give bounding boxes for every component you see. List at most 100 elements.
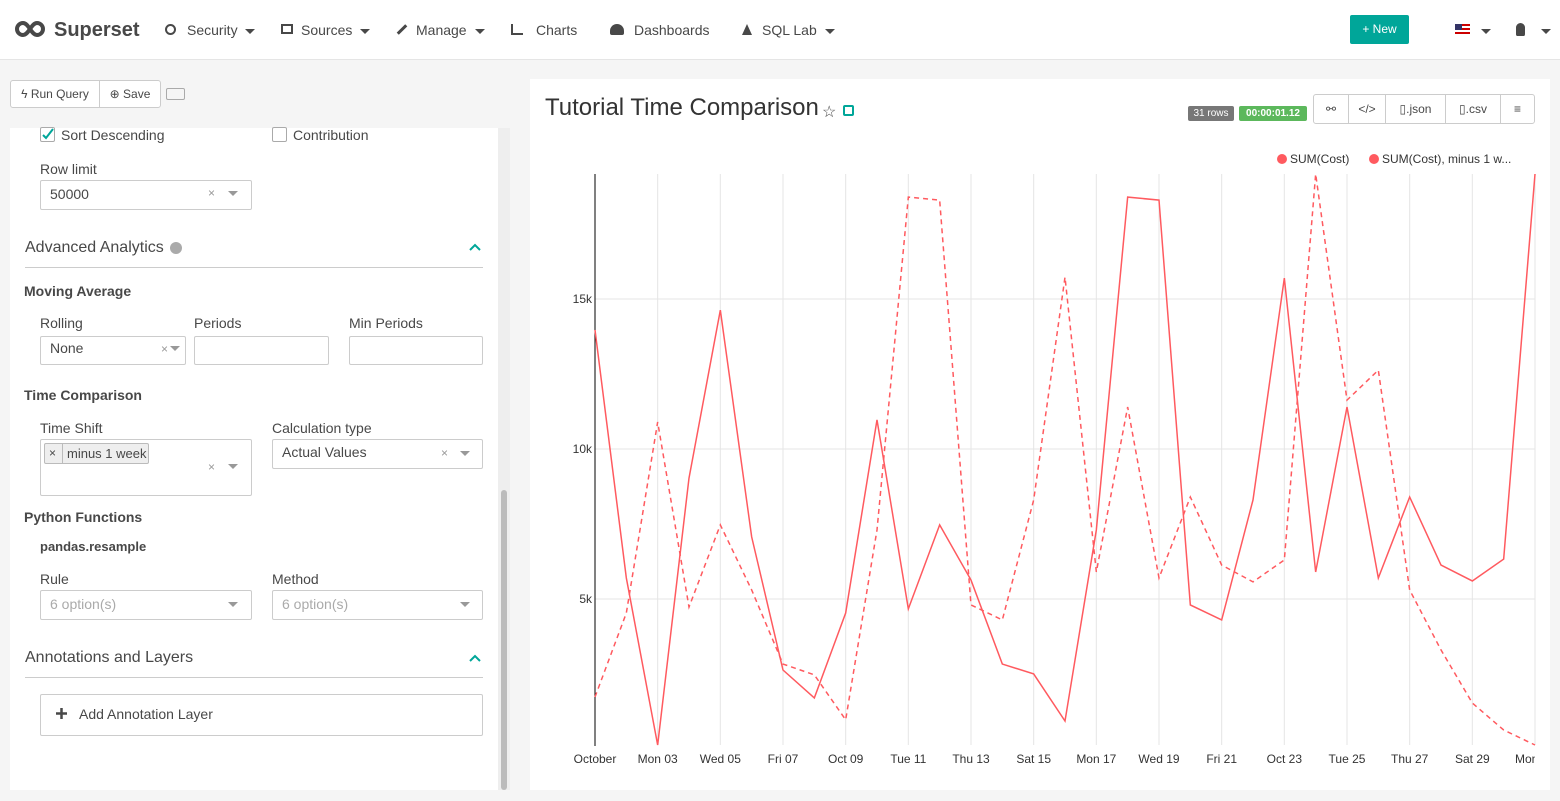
nav-item[interactable]: Sources (301, 22, 353, 38)
select[interactable] (40, 590, 252, 620)
x-tick-label: Mon 03 (638, 752, 678, 766)
plus-icon (56, 708, 67, 719)
embed-button[interactable]: </> (1348, 94, 1386, 124)
x-tick-label: Oct 09 (828, 752, 864, 766)
section-title[interactable]: Annotations and Layers (25, 649, 194, 666)
section-title[interactable]: Advanced Analytics (25, 239, 164, 256)
input[interactable] (194, 336, 329, 365)
select-value: Actual Values (282, 444, 367, 460)
legend-marker (1369, 154, 1379, 164)
brand[interactable]: Superset (54, 19, 140, 41)
label: Periods (194, 315, 242, 331)
divider (25, 677, 483, 678)
row-count-badge: 31 rows (1188, 106, 1234, 121)
keyboard-icon[interactable] (166, 88, 185, 100)
label: Rule (40, 571, 69, 587)
nav-item[interactable]: Security (187, 22, 238, 38)
clear-icon[interactable]: × (441, 446, 449, 460)
caret (460, 602, 470, 607)
tag-text: minus 1 week (67, 446, 147, 461)
nav-icon (281, 24, 293, 34)
tag-remove[interactable]: × (49, 446, 57, 460)
placeholder: 6 option(s) (50, 596, 117, 612)
select[interactable] (40, 336, 186, 365)
x-tick-label: Sat 29 (1455, 752, 1490, 766)
series-line (594, 173, 1536, 746)
caret (475, 29, 485, 34)
link-button[interactable]: ⚯ (1313, 94, 1349, 124)
caret (825, 29, 835, 34)
flag[interactable] (1455, 24, 1470, 35)
input[interactable] (349, 336, 483, 365)
placeholder: 6 option(s) (282, 596, 349, 612)
star-icon[interactable]: ☆ (822, 104, 837, 121)
x-tick-label: Tue 25 (1329, 752, 1366, 766)
json-button[interactable]: ▯.json (1385, 94, 1446, 124)
save-text: Save (123, 87, 151, 101)
legend-label: SUM(Cost) (1290, 152, 1349, 166)
new-text: New (1372, 22, 1397, 36)
label: Rolling (40, 315, 83, 331)
group-title: Moving Average (24, 283, 132, 299)
legend-marker (1277, 154, 1287, 164)
x-tick-label: Wed 19 (1138, 752, 1179, 766)
run-query-button[interactable]: ϟ Run Query (10, 80, 100, 108)
new-label: + (1362, 22, 1373, 36)
caret (360, 29, 370, 34)
brand-logo (15, 20, 45, 38)
add-annotation-button[interactable] (40, 694, 483, 736)
menu-button[interactable]: ≡ (1500, 94, 1535, 124)
clear-icon[interactable]: × (208, 186, 216, 200)
label: Min Periods (349, 315, 423, 331)
nav-item[interactable]: Charts (536, 22, 578, 38)
scroll-thumb[interactable] (501, 490, 507, 790)
select[interactable] (40, 180, 252, 210)
x-tick-label: Mon 17 (1076, 752, 1116, 766)
nav-icon (165, 24, 176, 35)
caret (1541, 29, 1551, 34)
clear-icon[interactable]: × (208, 460, 216, 474)
check (42, 128, 54, 140)
tag[interactable]: × minus 1 week (44, 443, 149, 464)
x-tick-label: Fri 07 (768, 752, 799, 766)
series-line (594, 173, 1536, 746)
caret (170, 346, 180, 351)
x-tick-label: Sat 15 (1016, 752, 1051, 766)
checkbox[interactable] (40, 127, 55, 142)
nav-item[interactable]: Manage (416, 22, 467, 38)
caret (1481, 29, 1491, 34)
caret (228, 191, 238, 196)
caret (228, 464, 238, 469)
checkbox[interactable] (272, 127, 287, 142)
edit-icon[interactable] (843, 105, 854, 116)
divider (25, 267, 483, 268)
x-tick-label: October (574, 752, 617, 766)
x-tick-label: Tue 11 (890, 752, 926, 766)
x-tick-label: Mon 31 (1515, 752, 1550, 766)
x-axis: October Mon 03 Wed 05 Fri 07 Oct 09 Tue 11 Thu… (574, 752, 1550, 766)
subtitle: pandas.resample (40, 539, 147, 554)
select[interactable] (272, 590, 483, 620)
scrollbar[interactable] (498, 128, 510, 790)
y-tick-label: 5k (579, 592, 593, 606)
clear-icon[interactable]: × (161, 342, 169, 356)
select[interactable] (272, 439, 483, 469)
nav-item[interactable]: Dashboards (634, 22, 710, 38)
caret (228, 602, 238, 607)
x-tick-label: Fri 21 (1206, 752, 1237, 766)
save-button[interactable]: ⊕ Save (99, 80, 161, 108)
label: Method (272, 571, 319, 587)
x-tick-label: Thu 27 (1391, 752, 1429, 766)
tag-divider (62, 444, 63, 463)
label: Contribution (293, 127, 369, 143)
label: Row limit (40, 161, 97, 177)
nav-item[interactable]: SQL Lab (762, 22, 817, 38)
info-icon (170, 242, 182, 254)
user-icon[interactable] (1516, 23, 1525, 36)
collapse-icon[interactable] (469, 654, 481, 662)
flag-canton (1455, 24, 1462, 30)
new-button[interactable]: + New (1350, 15, 1409, 44)
y-tick-label: 10k (573, 442, 593, 456)
collapse-icon[interactable] (469, 243, 481, 251)
